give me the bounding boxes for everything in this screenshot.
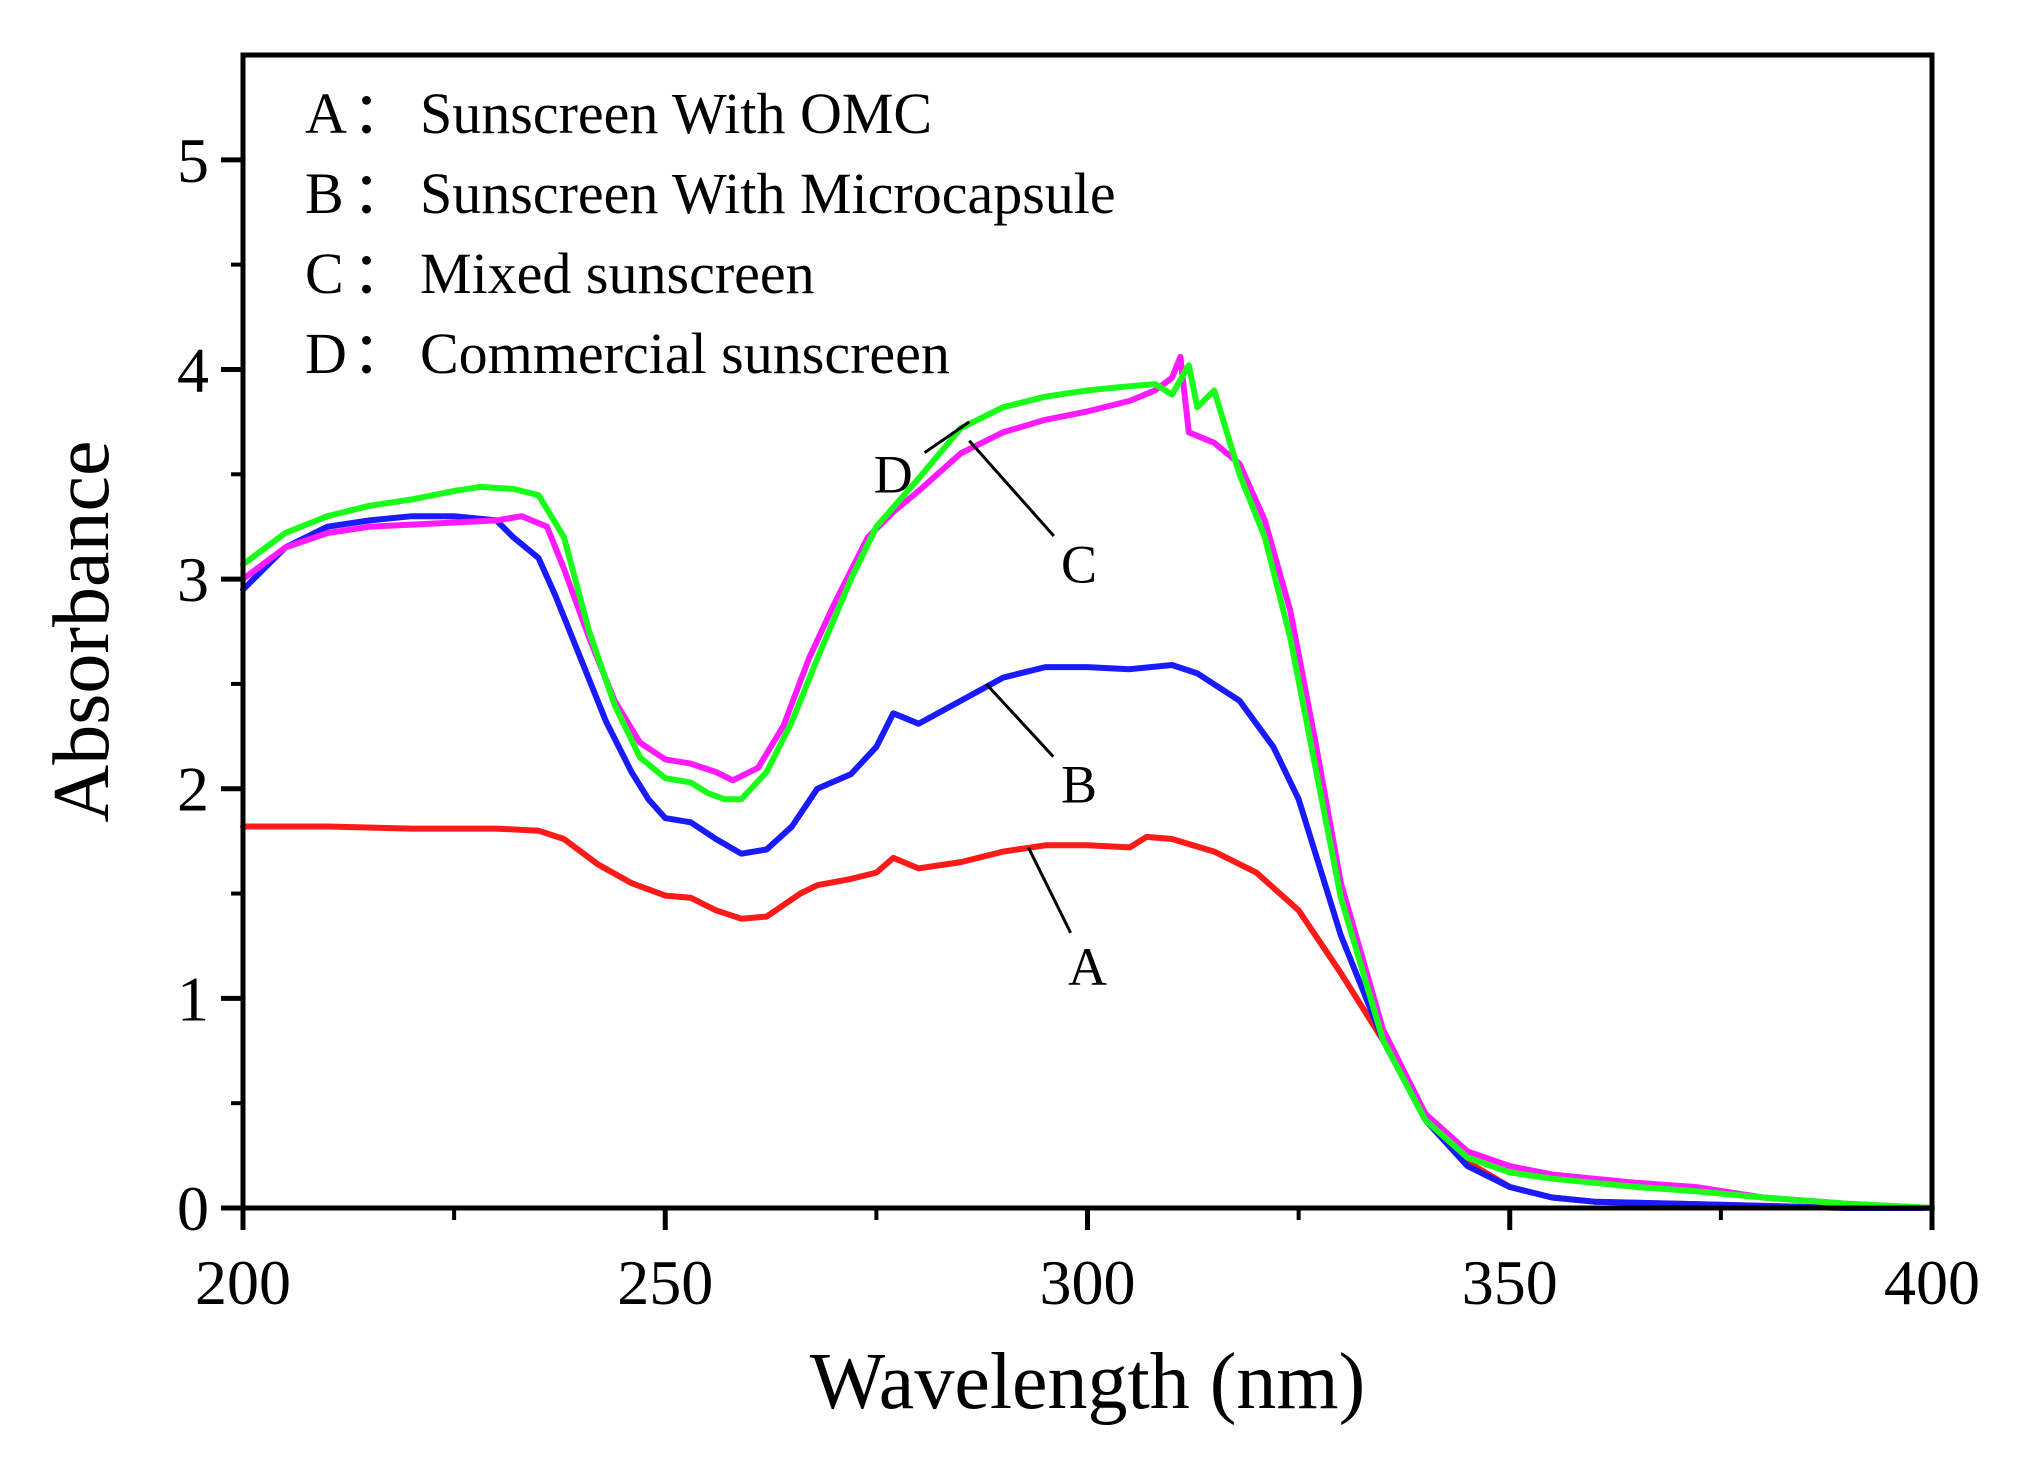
callout-label-d: D — [874, 444, 913, 504]
ticks-layer: 200 250 300 350 400 0 1 2 3 4 5 — [177, 125, 1980, 1318]
x-tick-label: 200 — [195, 1247, 291, 1318]
series-d-line — [240, 362, 1935, 1211]
legend-separator: ： — [352, 161, 410, 226]
callout-line-a — [1027, 846, 1072, 934]
x-tick-label: 350 — [1462, 1247, 1558, 1318]
callout-label-a: A — [1068, 937, 1107, 997]
y-axis-title: Absorbance — [38, 440, 126, 822]
series-layer — [240, 353, 1935, 1211]
x-axis-title: Wavelength (nm) — [810, 1338, 1366, 1426]
callout-label-b: B — [1061, 755, 1097, 815]
legend-separator: ： — [352, 241, 410, 306]
callout-label-c: C — [1061, 534, 1097, 594]
y-tick-label: 3 — [177, 544, 209, 615]
callout-line-d — [923, 420, 971, 454]
y-tick-label: 5 — [177, 125, 209, 196]
x-tick-label: 250 — [617, 1247, 713, 1318]
legend-separator: ： — [352, 81, 410, 146]
series-c-line — [240, 353, 1935, 1211]
y-tick-label: 2 — [177, 754, 209, 825]
legend-entry-b: B： Sunscreen With Microcapsule — [305, 161, 1116, 226]
legend-letter: A — [305, 81, 347, 146]
series-b-line — [240, 513, 1935, 1211]
legend-text: Sunscreen With Microcapsule — [420, 161, 1116, 226]
legend-entry-d: D： Commercial sunscreen — [305, 321, 950, 386]
y-tick-label: 0 — [177, 1173, 209, 1244]
series-a-line — [240, 823, 1935, 1211]
legend-letter: C — [305, 241, 344, 306]
legend-entry-a: A： Sunscreen With OMC — [305, 81, 932, 146]
legend-separator: ： — [352, 321, 410, 386]
x-tick-label: 300 — [1040, 1247, 1136, 1318]
y-tick-label: 1 — [177, 963, 209, 1034]
legend-letter: D — [305, 321, 347, 386]
callout-layer: A B C D — [874, 420, 1107, 997]
y-tick-label: 4 — [177, 334, 209, 405]
legend-text: Sunscreen With OMC — [420, 81, 932, 146]
legend-text: Commercial sunscreen — [420, 321, 950, 386]
legend-entry-c: C： Mixed sunscreen — [305, 241, 815, 306]
plot-frame — [240, 52, 1935, 1211]
callout-line-b — [985, 682, 1055, 758]
legend-letter: B — [305, 161, 344, 226]
legend-text: Mixed sunscreen — [420, 241, 815, 306]
callout-line-c — [968, 439, 1055, 537]
x-tick-label: 400 — [1884, 1247, 1980, 1318]
